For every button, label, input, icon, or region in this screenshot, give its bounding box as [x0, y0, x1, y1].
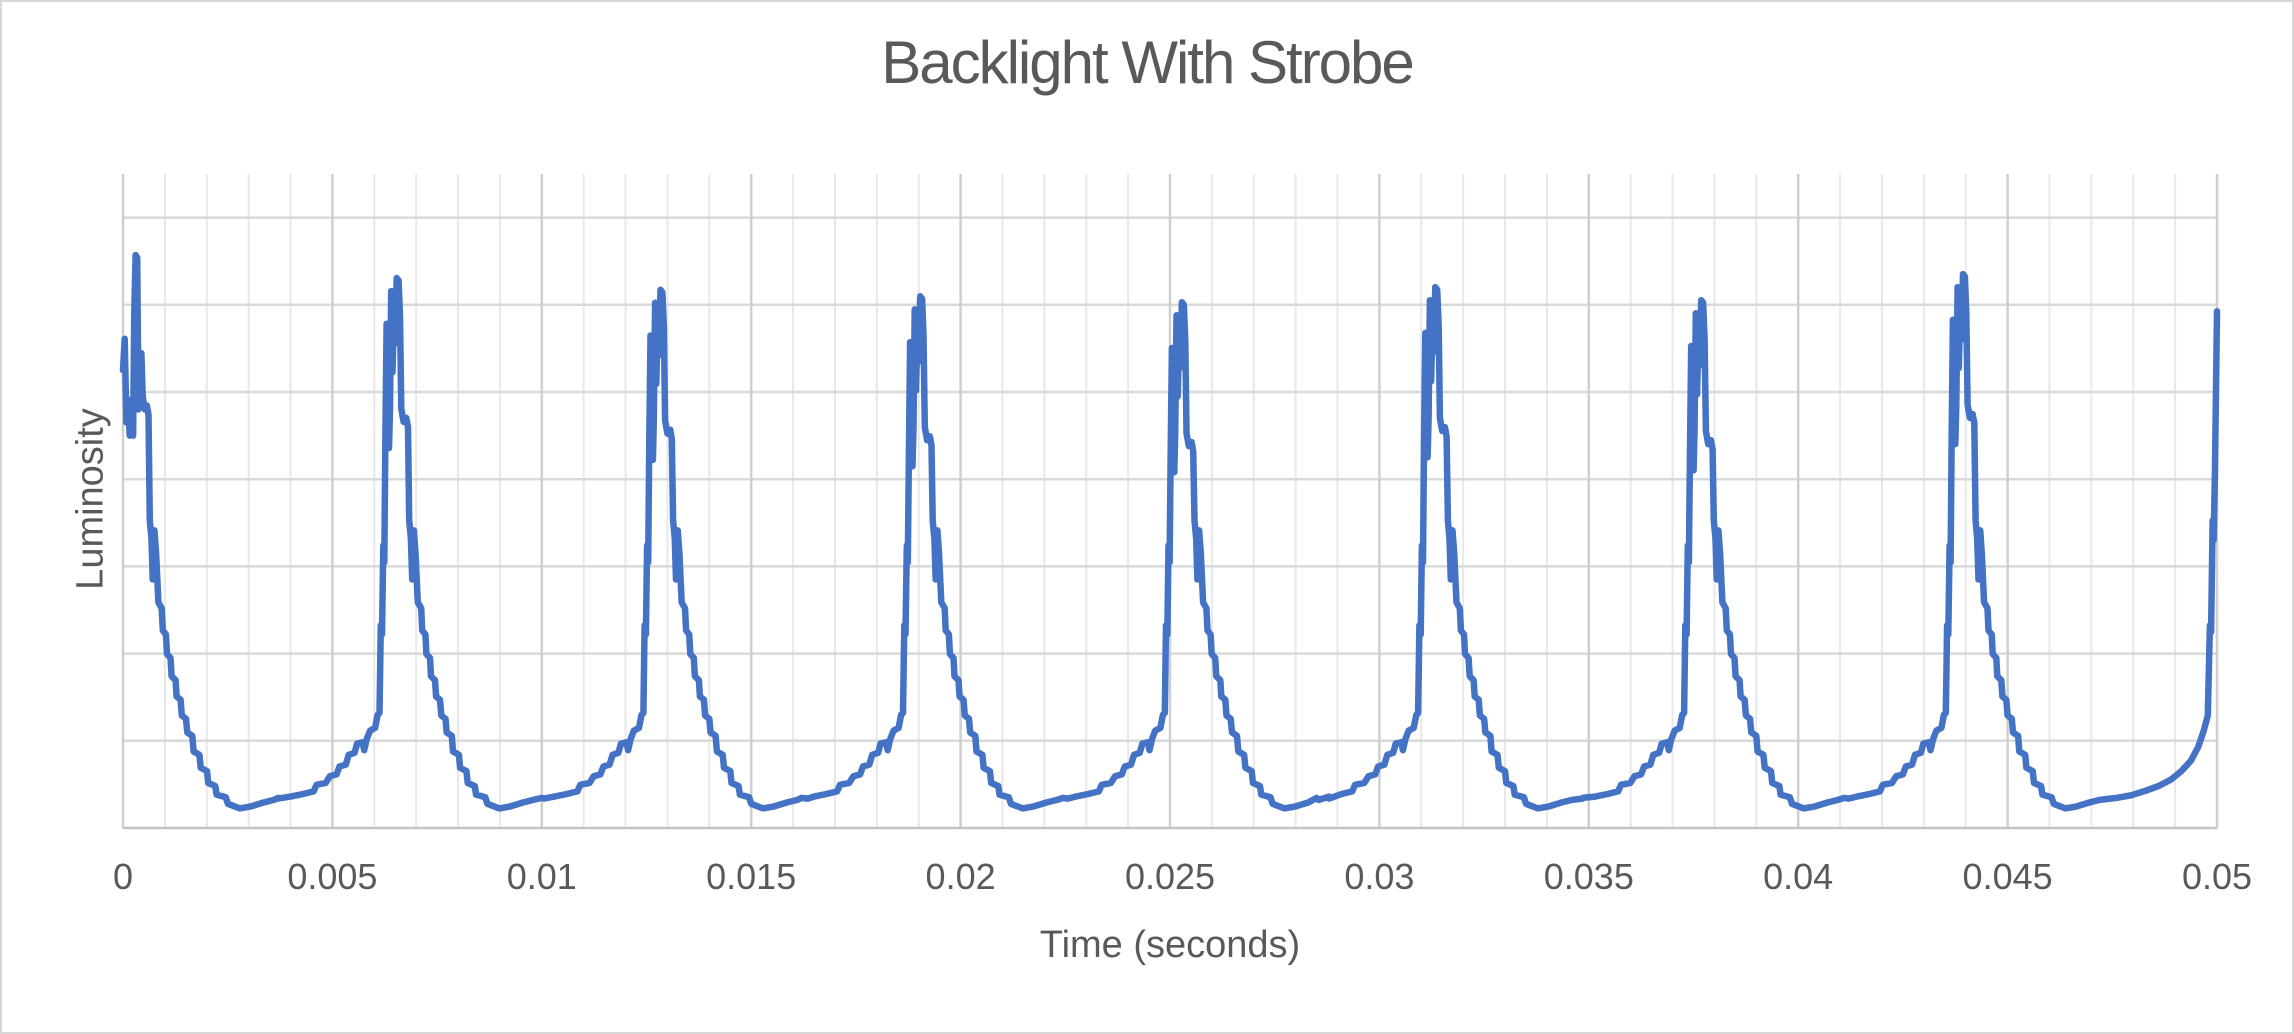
x-tick-label: 0.01	[506, 856, 577, 897]
x-tick-label: 0	[112, 856, 134, 897]
x-tick-label: 0.005	[287, 856, 378, 897]
x-tick-label: 0.02	[925, 856, 996, 897]
x-tick-label: 0.03	[1344, 856, 1415, 897]
chart-title: Backlight With Strobe	[881, 29, 1415, 96]
x-tick-label: 0.035	[1543, 856, 1634, 897]
x-tick-label: 0.045	[1962, 856, 2053, 897]
x-tick-label: 0.04	[1763, 856, 1834, 897]
x-tick-label: 0.05	[2181, 856, 2253, 897]
series-line-luminosity	[119, 251, 2221, 812]
x-tick-label: 0.015	[706, 856, 797, 897]
x-axis-title: Time (seconds)	[1039, 924, 1301, 966]
x-tick-label: 0.025	[1124, 856, 1216, 897]
